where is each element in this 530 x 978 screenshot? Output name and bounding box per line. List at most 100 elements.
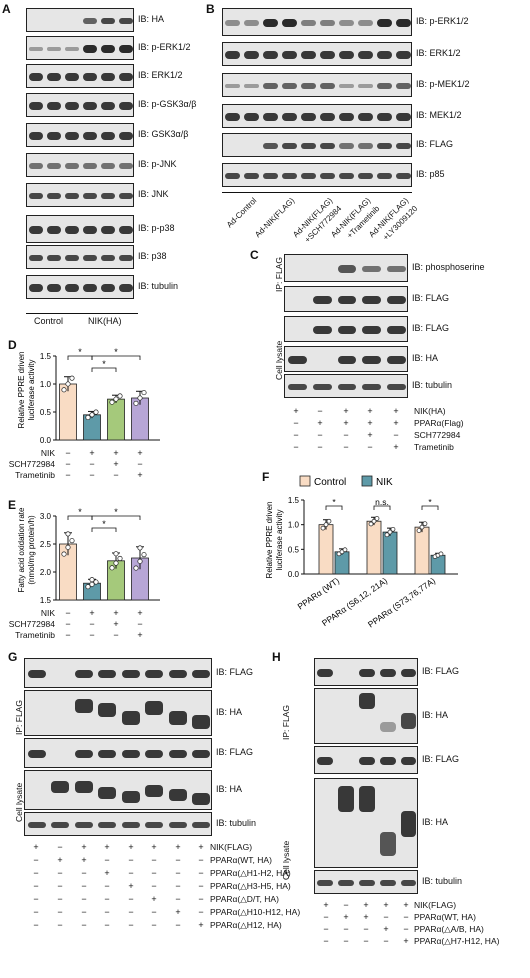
panel-g-mark: +: [151, 894, 157, 904]
panel-d-mark: −: [113, 470, 119, 480]
panel-label-e: E: [8, 498, 17, 512]
panel-d-mark: +: [137, 448, 143, 458]
panel-g-mark: −: [33, 907, 39, 917]
panel-a-group-line-control: [26, 313, 84, 314]
panel-g-mark: −: [81, 894, 87, 904]
chart-e-point: [61, 551, 67, 557]
panel-c-mark: −: [293, 442, 299, 452]
chart-f-point: [368, 521, 374, 527]
panel-a-blot-label-5: IB: GSK3α/β: [138, 129, 189, 139]
panel-e-mark: +: [89, 608, 95, 618]
panel-h-blot-label-1: IB: FLAG: [422, 666, 460, 676]
chart-e-sig-label: *: [114, 507, 118, 517]
chart-e-sig-bracket: [91, 527, 117, 532]
panel-h-mark: −: [343, 900, 349, 910]
chart-e-point: [89, 577, 95, 583]
panel-c-band: [287, 383, 307, 391]
panel-a-band: [29, 132, 43, 140]
panel-g-mark: −: [128, 868, 134, 878]
panel-a-band: [101, 254, 115, 262]
chart-d-tick-label: 0.0: [40, 436, 52, 445]
panel-g-mark: +: [57, 855, 63, 865]
panel-label-f: F: [262, 470, 270, 484]
panel-a-blot-6: [26, 153, 134, 177]
panel-h-mark: +: [323, 900, 329, 910]
panel-b-blot-5: [222, 133, 412, 157]
chart-f-tick-label: 0.5: [288, 545, 300, 554]
panel-h-band: [317, 668, 334, 678]
chart-d-point: [141, 390, 147, 396]
panel-b-lane-line: [222, 192, 412, 193]
panel-c-row-label-1: NIK(HA): [414, 406, 446, 416]
panel-d-mark: −: [89, 459, 95, 469]
panel-g-mark: +: [128, 881, 134, 891]
panel-g-band: [145, 701, 164, 715]
panel-h-mark: −: [383, 912, 389, 922]
panel-a-blot-label-10: IB: tubulin: [138, 281, 179, 291]
panel-b-band: [320, 19, 335, 27]
panel-g-mark: −: [104, 855, 110, 865]
chart-e-ylabel-2: (nmol/mg protein/h): [27, 515, 36, 585]
chart-d-sig-label: *: [78, 347, 82, 357]
panel-b-band: [244, 113, 259, 121]
panel-h-mark: +: [363, 912, 369, 922]
chart-f-ylabel-2: luciferase activity: [275, 510, 284, 571]
panel-c-band: [337, 383, 357, 391]
panel-b-band: [263, 113, 278, 121]
panel-c-mark: −: [367, 442, 373, 452]
panel-a-band: [119, 132, 133, 140]
chart-f-legend-swatch: [361, 475, 373, 487]
panel-e-mark: +: [137, 608, 143, 618]
panel-h-band: [317, 879, 334, 887]
panel-b-band: [225, 51, 240, 59]
panel-c-blot-2: [284, 286, 408, 312]
panel-b-blot-3: [222, 73, 412, 97]
panel-g-mark: −: [198, 881, 204, 891]
panel-a-band: [29, 225, 43, 235]
panel-a-blot-1: [26, 8, 134, 32]
chart-d-bar: [107, 398, 125, 441]
panel-c-mark: +: [367, 406, 373, 416]
panel-c-mark: +: [393, 406, 399, 416]
chart-f-legend-label: NIK: [376, 477, 393, 488]
chart-f-bar: [430, 554, 446, 575]
panel-a-band: [83, 163, 97, 169]
panel-h-mark: −: [403, 924, 409, 934]
panel-c-mark: +: [343, 418, 349, 428]
panel-b-blot-1: [222, 8, 412, 36]
panel-c-band: [362, 383, 382, 391]
panel-a-band: [65, 73, 79, 81]
panel-b-blot-label-1: IB: p-ERK1/2: [416, 16, 469, 26]
panel-g-mark: −: [175, 920, 181, 930]
panel-b-blot-label-4: IB: MEK1/2: [416, 110, 462, 120]
panel-h-band: [359, 785, 375, 813]
chart-d-point: [109, 399, 115, 405]
chart-f-sig-label: *: [332, 497, 336, 507]
panel-b-band: [339, 83, 354, 89]
panel-c-band: [387, 356, 407, 364]
panel-h-blot-3: [314, 746, 418, 774]
panel-e-mark: −: [113, 630, 119, 640]
panel-a-band: [101, 163, 115, 169]
panel-c-band: [387, 383, 407, 391]
panel-a-band: [29, 192, 43, 200]
panel-e-mark: −: [65, 630, 71, 640]
panel-a-band: [29, 46, 43, 52]
panel-g-band: [74, 749, 93, 759]
chart-d-point: [93, 409, 99, 415]
chart-e-tick-label: 3.0: [40, 512, 52, 521]
panel-b-blot-6: [222, 163, 412, 187]
panel-b-band: [225, 113, 240, 121]
panel-c-mark: +: [343, 406, 349, 416]
panel-a-band: [47, 102, 61, 110]
chart-e-sig-bracket: [91, 515, 141, 520]
panel-g-band: [192, 749, 211, 759]
panel-c-blot-1: [284, 254, 408, 282]
panel-e-row-label-2: SCH772984: [8, 619, 55, 629]
chart-f-sig-bracket: [421, 505, 439, 510]
panel-a-blot-label-3: IB: ERK1/2: [138, 70, 183, 80]
panel-h-mark: −: [323, 912, 329, 922]
chart-f-category-label: PPARα (WT): [296, 575, 342, 611]
panel-a-band: [47, 73, 61, 81]
panel-g-mark: +: [81, 855, 87, 865]
